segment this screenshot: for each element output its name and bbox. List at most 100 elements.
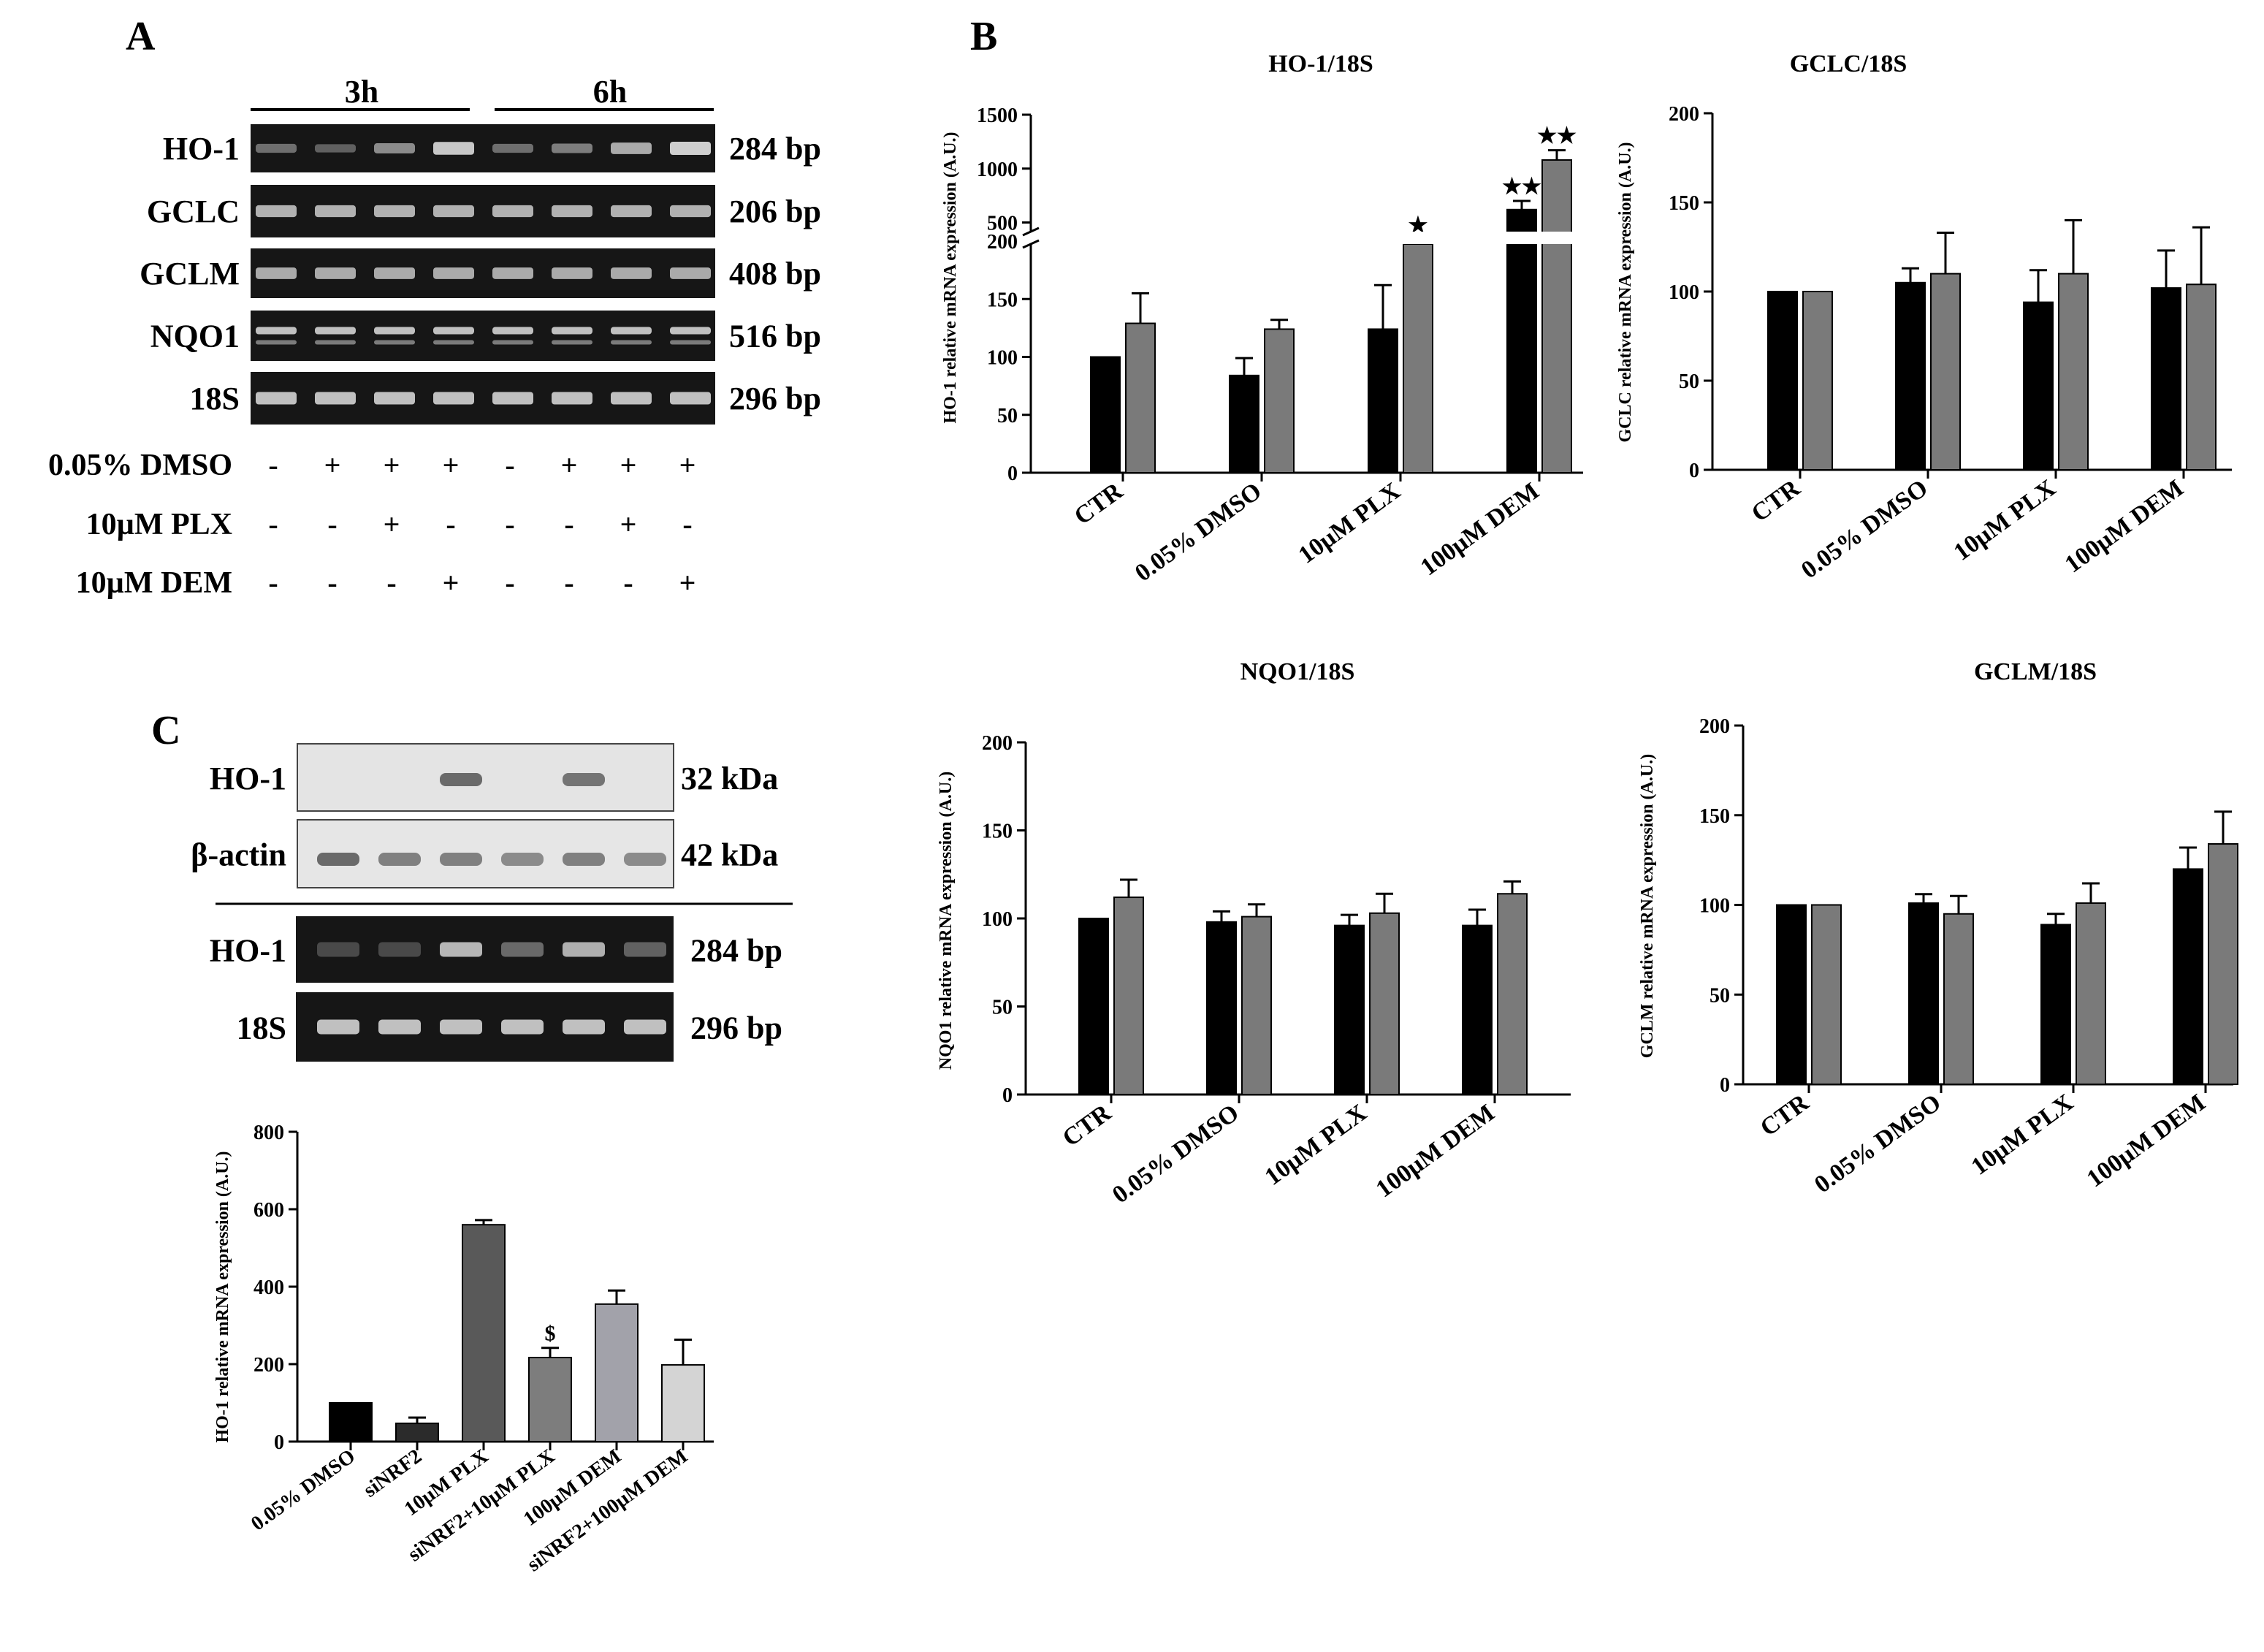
gel-band	[670, 205, 711, 218]
axis-break-mark	[1022, 239, 1040, 249]
western-strip-0	[297, 743, 674, 812]
gel-band	[256, 205, 297, 218]
gel-band	[433, 327, 474, 335]
y-tick-label: 100	[1669, 281, 1699, 304]
bar-3h-ctr	[1767, 291, 1798, 471]
chart-title: NQO1/18S	[1240, 658, 1355, 685]
bar-v-10-m-plx	[462, 1224, 506, 1442]
bar-3h-100-m-dem	[2173, 868, 2203, 1086]
bar-6h-10-m-plx	[2076, 902, 2106, 1086]
y-tick-label: 800	[254, 1122, 284, 1144]
bar-v-sinrf2-10-m-plx	[528, 1356, 572, 1442]
pcr-size-label: 296 bp	[690, 1010, 782, 1046]
gel-band	[315, 267, 356, 279]
pcr-band	[563, 942, 605, 957]
gel-band	[552, 327, 592, 335]
bar-3h-10-m-plx	[2040, 924, 2071, 1085]
y-tick-label: 150	[982, 821, 1013, 843]
bar-3h-10-m-plx	[2023, 301, 2054, 471]
bar-6h-ctr	[1802, 291, 1833, 471]
gel-band	[670, 392, 711, 405]
gel-band	[315, 327, 356, 335]
gel-a-size-label: 206 bp	[729, 194, 821, 229]
y-tick-label: 1500	[977, 104, 1018, 127]
bar-v-100-m-dem	[595, 1303, 639, 1442]
pcr-band	[501, 1019, 544, 1035]
condition-sign: +	[443, 566, 460, 599]
gel-a-row-label: NQO1	[150, 319, 240, 354]
condition-sign: +	[561, 449, 578, 481]
pcr-band	[378, 942, 421, 957]
gel-band	[256, 327, 297, 335]
gel-a-strip-3	[251, 311, 715, 361]
y-tick-label: 0	[1720, 1074, 1730, 1097]
gel-band	[670, 142, 711, 155]
y-tick-label: 0	[1002, 1084, 1013, 1107]
gel-a-row-label: HO-1	[163, 131, 240, 167]
y-tick-label: 150	[1699, 805, 1730, 828]
condition-sign: +	[324, 449, 341, 481]
condition-sign: -	[327, 566, 337, 599]
gel-band	[552, 267, 592, 279]
western-band	[440, 773, 482, 786]
bar-v-0-05-dmso	[329, 1402, 373, 1442]
gel-band	[315, 144, 356, 153]
bar-3h-0-05-dmso	[1229, 374, 1259, 473]
gel-a-size-label: 284 bp	[729, 131, 821, 167]
gel-band	[492, 340, 533, 345]
bar-6h-ctr	[1811, 904, 1842, 1085]
western-band	[563, 853, 605, 866]
condition-sign: +	[620, 449, 637, 481]
gel-band	[492, 267, 533, 279]
condition-sign: -	[505, 449, 514, 481]
bar-6h-100-m-dem	[1497, 893, 1528, 1095]
western-band	[317, 853, 359, 866]
condition-sign: +	[620, 508, 637, 541]
western-band	[624, 853, 666, 866]
blot-c: HO-1 32 kDa β-actin 42 kDa HO-1 284 bp 18S 296 …	[191, 743, 793, 1062]
gel-band	[492, 143, 533, 153]
y-tick-label: 100	[1699, 895, 1730, 918]
bar-3h-10-m-plx	[1368, 328, 1398, 473]
condition-label: 10µM DEM	[76, 566, 232, 600]
y-axis-title: HO-1 relative mRNA expression (A.U.)	[213, 1151, 232, 1442]
condition-label: 10µM PLX	[86, 508, 232, 541]
y-tick-label: 50	[992, 997, 1013, 1019]
bar-3h-0-05-dmso	[1895, 281, 1926, 471]
gel-band	[552, 340, 592, 345]
pcr-strip-0	[296, 916, 674, 983]
y-tick-label: 150	[1669, 192, 1699, 215]
gel-band	[315, 392, 356, 405]
western-band	[440, 853, 482, 866]
bar-3h-ctr	[1078, 918, 1109, 1095]
y-axis-title: HO-1 relative mRNA expression (A.U.)	[941, 132, 960, 423]
y-tick-label: 100	[987, 347, 1018, 370]
western-row-label: β-actin	[191, 837, 286, 873]
condition-sign: -	[564, 566, 573, 599]
panel-letter-a: A	[126, 14, 156, 59]
gel-a-row-label: 18S	[190, 381, 240, 416]
gel-band	[492, 392, 533, 405]
gel-band	[492, 327, 533, 335]
condition-sign: -	[505, 566, 514, 599]
pcr-band	[440, 942, 482, 957]
y-tick-label: 200	[987, 231, 1018, 254]
gel-a-row-label: GCLC	[147, 194, 240, 229]
pcr-size-label: 284 bp	[690, 933, 782, 969]
gel-band	[611, 392, 652, 405]
gel-a-size-label: 516 bp	[729, 319, 821, 354]
chart-title: HO-1/18S	[1268, 50, 1373, 77]
gel-band	[433, 142, 474, 155]
pcr-band	[317, 942, 359, 957]
condition-sign: +	[679, 449, 696, 481]
bar-3h-0-05-dmso	[1908, 902, 1939, 1086]
bar-3h-10-m-plx	[1334, 924, 1365, 1096]
condition-sign: -	[268, 566, 278, 599]
gel-a-row-label: GCLM	[140, 256, 240, 292]
bar-3h-ctr	[1090, 356, 1121, 473]
gel-band	[433, 392, 474, 405]
bar-6h-ctr	[1125, 322, 1156, 473]
gel-band	[670, 267, 711, 279]
pcr-row-label: HO-1	[210, 933, 286, 969]
